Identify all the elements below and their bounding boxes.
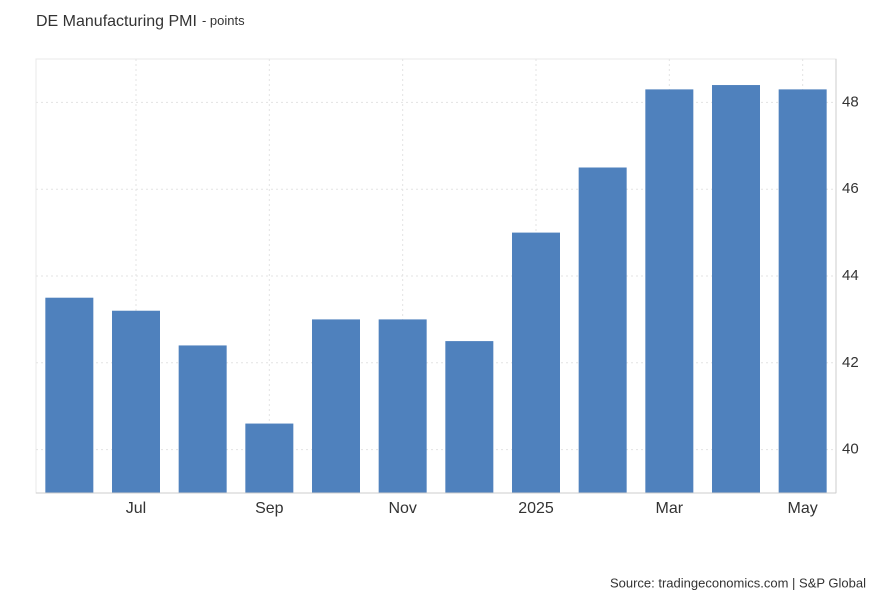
bar xyxy=(712,85,760,493)
bar xyxy=(112,310,160,493)
chart-title: DE Manufacturing PMI - points xyxy=(36,13,245,30)
x-tick-label: May xyxy=(788,500,818,517)
y-tick-label: 48 xyxy=(842,93,859,110)
x-tick-label: Nov xyxy=(388,500,416,517)
bar xyxy=(578,167,627,493)
y-tick-label: 40 xyxy=(842,441,859,458)
bar xyxy=(378,319,427,493)
x-tick-label: Sep xyxy=(255,500,284,517)
x-tick-label: Mar xyxy=(656,500,684,517)
source: Source: tradingeconomics.com | S&P Globa… xyxy=(610,575,866,590)
title: DE Manufacturing PMI xyxy=(36,13,197,30)
x-tick-label: 2025 xyxy=(518,500,554,517)
x-tick-label: Jul xyxy=(126,500,146,517)
bar xyxy=(778,89,827,493)
subtitle: - points xyxy=(202,13,245,28)
bar xyxy=(445,341,494,493)
bar xyxy=(645,89,694,493)
bar xyxy=(245,423,294,493)
y-tick-label: 46 xyxy=(842,180,859,197)
y-tick-label: 44 xyxy=(842,267,859,284)
bar xyxy=(178,345,227,493)
y-tick-label: 42 xyxy=(842,354,859,371)
bar xyxy=(312,319,360,493)
bar xyxy=(45,297,94,493)
bar xyxy=(512,232,560,493)
